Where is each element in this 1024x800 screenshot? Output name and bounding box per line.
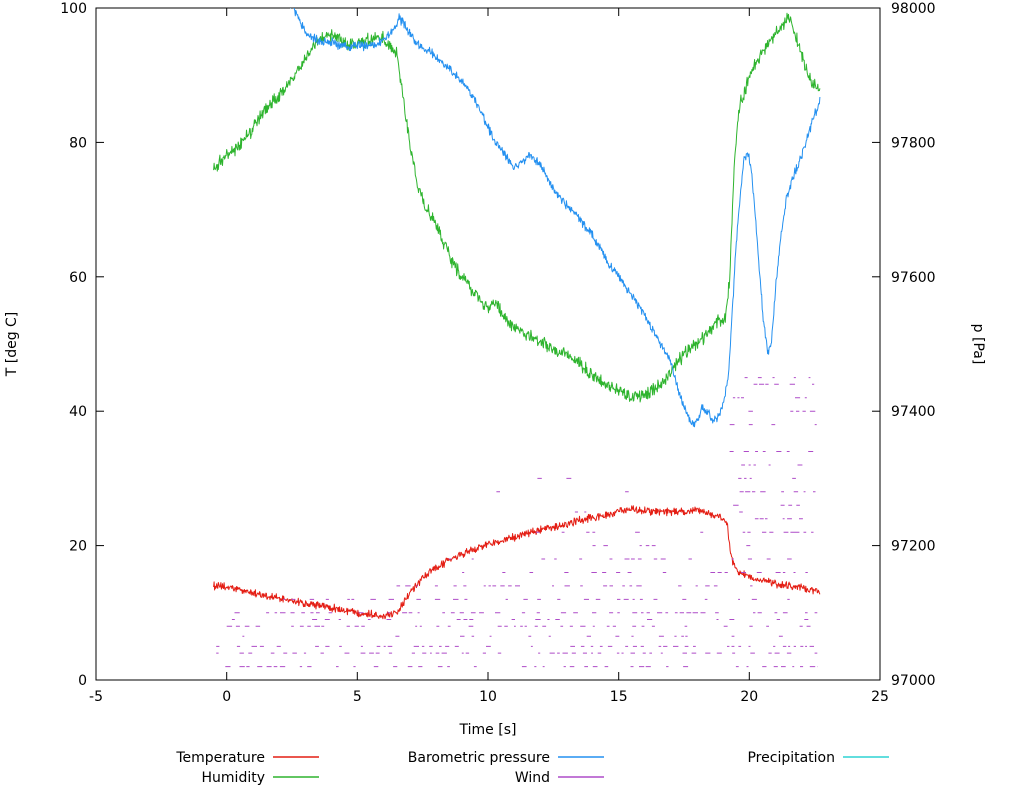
tick-labels: -5 0 5 10 15 20 250204060801009700097200974009…: [60, 1, 935, 705]
legend-label-temperature: Temperature: [175, 750, 265, 766]
x-tick-label: -5: [89, 689, 103, 705]
y-axis-title-left: T [deg C]: [4, 312, 20, 378]
series-layer: [213, 8, 821, 668]
y-tick-label-right: 98000: [891, 1, 936, 17]
y-tick-label-left: 80: [69, 135, 87, 151]
y-tick-label-right: 97400: [891, 404, 936, 420]
y-tick-label-left: 40: [69, 404, 87, 420]
y-tick-label-left: 100: [60, 1, 87, 17]
series-temperature: [213, 505, 821, 620]
x-axis-title: Time [s]: [459, 722, 517, 738]
legend-label-precipitation: Precipitation: [747, 750, 835, 766]
series-barometric-pressure: [289, 8, 821, 428]
x-tick-label: 20: [740, 689, 758, 705]
y-tick-label-right: 97000: [891, 673, 936, 689]
x-tick-label: 15: [610, 689, 628, 705]
legend-label-wind: Wind: [515, 770, 550, 786]
y-tick-label-left: 60: [69, 270, 87, 286]
series-wind: [216, 377, 818, 668]
y-tick-label-right: 97200: [891, 539, 936, 555]
y-axis-title-right: p [Pa]: [970, 324, 986, 365]
y-tick-label-left: 0: [78, 673, 87, 689]
y-tick-label-right: 97600: [891, 270, 936, 286]
x-tick-label: 25: [871, 689, 889, 705]
legend-label-barometric-pressure: Barometric pressure: [408, 750, 550, 766]
series-humidity: [213, 12, 821, 403]
x-tick-label: 0: [222, 689, 231, 705]
y-tick-label-right: 97800: [891, 135, 936, 151]
x-tick-label: 5: [353, 689, 362, 705]
axes: [95, 7, 881, 681]
x-tick-label: 10: [479, 689, 497, 705]
legend: Temperature Barometric pressure Precipitat…: [175, 750, 889, 786]
y-tick-label-left: 20: [69, 539, 87, 555]
plot-border: [95, 7, 881, 681]
legend-label-humidity: Humidity: [202, 770, 265, 786]
